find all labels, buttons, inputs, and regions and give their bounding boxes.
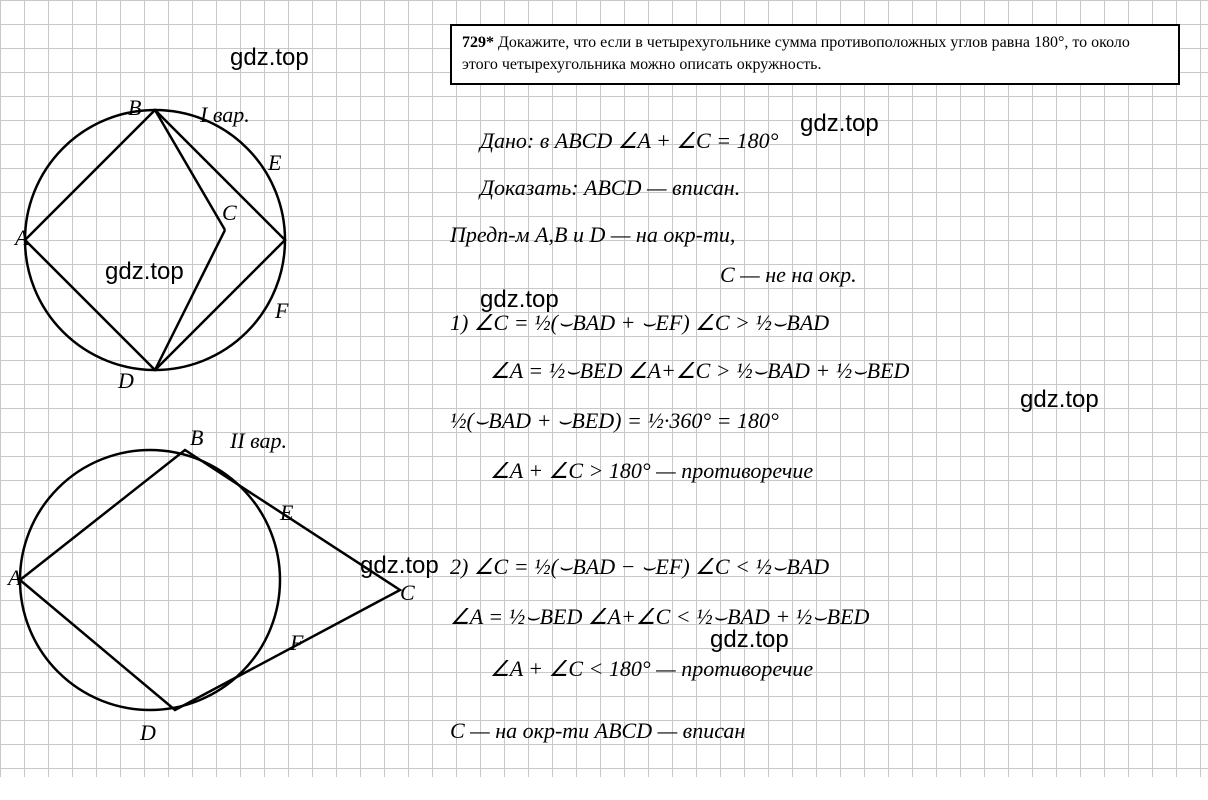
line-prove: Доказать: ABCD — вписан. bbox=[480, 175, 740, 201]
label-C2: C bbox=[400, 580, 415, 606]
label-D2: D bbox=[140, 720, 156, 746]
line-case2a: 2) ∠C = ½(⌣BAD − ⌣EF) ∠C < ½⌣BAD bbox=[450, 554, 829, 580]
label-C1: C bbox=[222, 200, 237, 226]
line-case1c: ½(⌣BAD + ⌣BED) = ½·360° = 180° bbox=[450, 408, 779, 434]
line-case2c: ∠A + ∠C < 180° — противоречие bbox=[490, 656, 813, 682]
diagram-2 bbox=[0, 400, 430, 800]
label-B1: B bbox=[128, 95, 141, 121]
problem-number: 729* bbox=[462, 34, 494, 51]
line-given: Дано: в ABCD ∠A + ∠C = 180° bbox=[480, 128, 778, 154]
diagram2-title: II вар. bbox=[230, 428, 287, 454]
label-B2: B bbox=[190, 425, 203, 451]
diagram1-title: I вар. bbox=[200, 102, 250, 128]
label-E1: E bbox=[268, 150, 281, 176]
label-F2: F bbox=[290, 630, 303, 656]
label-A2: A bbox=[8, 565, 21, 591]
line-case1d: ∠A + ∠C > 180° — противоречие bbox=[490, 458, 813, 484]
line-conclusion: C — на окр-ти ABCD — вписан bbox=[450, 718, 745, 744]
label-D1: D bbox=[118, 368, 134, 394]
problem-text: Докажите, что если в четырехугольнике су… bbox=[462, 34, 1130, 73]
label-E2: E bbox=[280, 500, 293, 526]
diagram-1 bbox=[0, 0, 420, 420]
line-case2b: ∠A = ½⌣BED ∠A+∠C < ½⌣BAD + ½⌣BED bbox=[450, 604, 869, 630]
line-case1b: ∠A = ½⌣BED ∠A+∠C > ½⌣BAD + ½⌣BED bbox=[490, 358, 909, 384]
problem-statement: 729* Докажите, что если в четырехугольни… bbox=[450, 24, 1180, 85]
line-assume: Предп-м A,B и D — на окр-ти, bbox=[450, 222, 735, 248]
label-A1: A bbox=[15, 225, 28, 251]
line-case1a: 1) ∠C = ½(⌣BAD + ⌣EF) ∠C > ½⌣BAD bbox=[450, 310, 829, 336]
line-assume2: C — не на окр. bbox=[720, 262, 857, 288]
label-F1: F bbox=[275, 298, 288, 324]
